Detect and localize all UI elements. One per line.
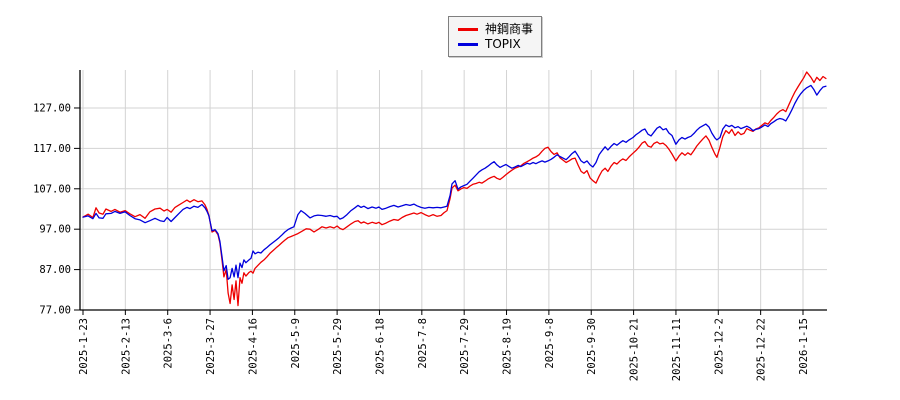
x-tick-label: 2025-6-18 bbox=[374, 318, 386, 375]
x-tick-label: 2025-3-6 bbox=[163, 318, 175, 369]
x-tick-label: 2025-7-8 bbox=[417, 318, 429, 369]
x-tick-label: 2025-9-8 bbox=[544, 318, 556, 369]
y-tick-label: 127.00 bbox=[33, 102, 71, 114]
x-tick-label: 2025-5-9 bbox=[290, 318, 302, 369]
legend-label-kobelco: 神鋼商事 bbox=[485, 22, 534, 36]
x-tick-label: 2025-3-27 bbox=[205, 318, 217, 375]
legend-item-kobelco: 神鋼商事 bbox=[449, 23, 541, 35]
x-tick-label: 2025-12-2 bbox=[713, 318, 725, 375]
x-tick-label: 2025-2-13 bbox=[120, 318, 132, 375]
x-tick-label: 2025-10-21 bbox=[629, 318, 641, 381]
legend-box: 神鋼商事 TOPIX bbox=[448, 16, 542, 57]
x-tick-label: 2025-8-19 bbox=[502, 318, 514, 375]
y-tick-label: 117.00 bbox=[33, 143, 71, 155]
x-tick-label: 2025-5-29 bbox=[332, 318, 344, 375]
y-tick-label: 97.00 bbox=[39, 224, 71, 236]
y-tick-label: 77.00 bbox=[39, 305, 71, 317]
x-tick-label: 2025-1-23 bbox=[78, 318, 90, 375]
y-tick-label: 87.00 bbox=[39, 264, 71, 276]
red-line-swatch bbox=[458, 27, 478, 31]
x-tick-label: 2025-7-29 bbox=[459, 318, 471, 375]
x-tick-label: 2025-11-11 bbox=[671, 318, 683, 381]
series-line-kobelco bbox=[82, 71, 827, 307]
x-tick-label: 2025-4-16 bbox=[247, 318, 259, 375]
x-tick-label: 2026-1-15 bbox=[798, 318, 810, 375]
legend-label-topix: TOPIX bbox=[485, 37, 521, 51]
series-line-topix bbox=[82, 84, 827, 280]
legend-item-topix: TOPIX bbox=[449, 38, 541, 50]
y-tick-label: 107.00 bbox=[33, 183, 71, 195]
x-tick-label: 2025-12-22 bbox=[756, 318, 768, 381]
blue-line-swatch bbox=[458, 42, 478, 46]
x-tick-label: 2025-9-30 bbox=[586, 318, 598, 375]
